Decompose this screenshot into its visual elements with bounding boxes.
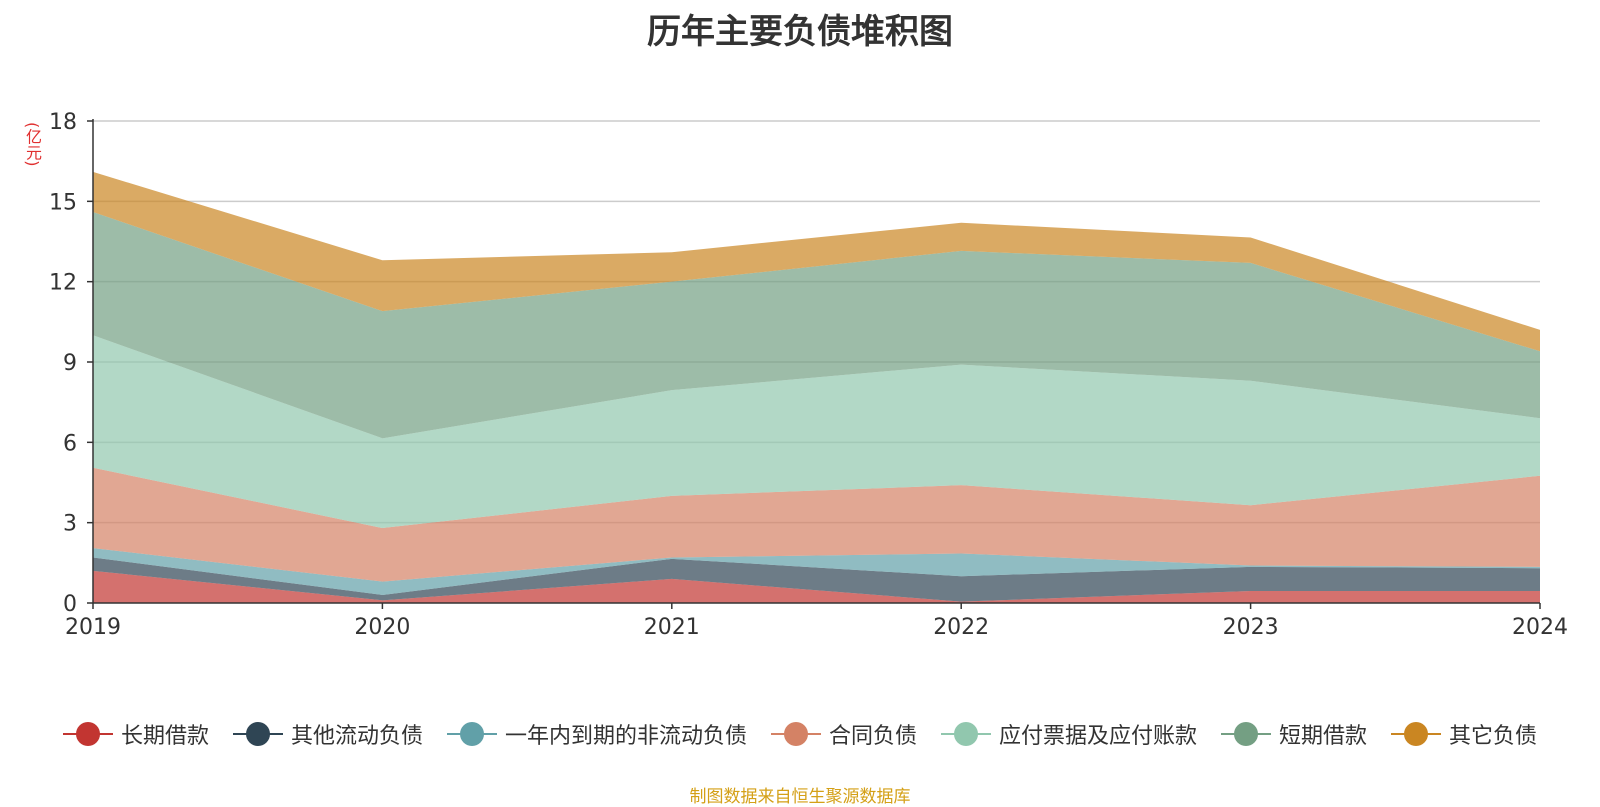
area-series-5	[93, 212, 1540, 439]
y-tick-label: 6	[63, 431, 77, 456]
x-tick-label: 2020	[354, 615, 410, 640]
legend-marker-icon	[1391, 721, 1442, 747]
legend-marker-icon	[62, 721, 113, 747]
legend-marker-icon	[1221, 721, 1272, 747]
chart-title: 历年主要负债堆积图	[647, 12, 953, 52]
legend-item-6[interactable]: 其它负债	[1391, 718, 1537, 750]
y-tick-label: 3	[63, 512, 77, 537]
area-series-3	[93, 467, 1540, 582]
legend-marker-icon	[232, 721, 283, 747]
y-tick-label: 15	[49, 190, 77, 215]
y-axis-unit-label: (亿元)	[23, 122, 42, 167]
legend-label: 应付票据及应付账款	[999, 724, 1198, 749]
stacked-area-chart: 0 3 6 9 12 15 18 2019 2020 2021 2022 2023 2024	[49, 110, 1568, 640]
legend-marker-icon	[446, 721, 497, 747]
legend-label: 长期借款	[120, 724, 209, 749]
axes: 0 3 6 9 12 15 18 2019 2020 2021 2022 2023 2024	[49, 110, 1568, 640]
x-tick-label: 2019	[65, 615, 121, 640]
x-tick-label: 2024	[1512, 615, 1568, 640]
legend: 长期借款 其他流动负债 一年内到期的非流动负债 合同负债 应付票据及应付账款 短期借款 其它…	[0, 718, 1600, 750]
x-tick-label: 2021	[644, 615, 700, 640]
area-series-6	[93, 171, 1540, 352]
y-tick-label: 9	[63, 351, 77, 376]
legend-item-1[interactable]: 其他流动负债	[232, 718, 423, 750]
y-tick-label: 18	[49, 110, 77, 135]
area-series	[93, 171, 1540, 603]
data-source-note: 制图数据来自恒生聚源数据库	[689, 787, 911, 807]
x-tick-label: 2023	[1223, 615, 1279, 640]
y-tick-label: 12	[49, 271, 77, 296]
y-tick-label: 0	[63, 592, 77, 617]
legend-item-4[interactable]: 应付票据及应付账款	[941, 718, 1197, 750]
area-series-0	[93, 570, 1540, 603]
legend-label: 其它负债	[1449, 724, 1538, 749]
legend-marker-icon	[770, 721, 821, 747]
legend-item-3[interactable]: 合同负债	[770, 718, 917, 750]
x-tick-label: 2022	[933, 615, 989, 640]
area-series-4	[93, 335, 1540, 529]
legend-item-2[interactable]: 一年内到期的非流动负债	[446, 718, 747, 750]
legend-item-5[interactable]: 短期借款	[1221, 718, 1367, 750]
legend-item-0[interactable]: 长期借款	[62, 718, 209, 750]
legend-label: 短期借款	[1279, 724, 1368, 749]
legend-label: 一年内到期的非流动负债	[504, 724, 747, 749]
area-series-2	[93, 548, 1540, 595]
area-series-1	[93, 557, 1540, 602]
legend-marker-icon	[941, 721, 991, 747]
legend-label: 合同负债	[828, 724, 917, 749]
legend-label: 其他流动负债	[290, 724, 423, 749]
